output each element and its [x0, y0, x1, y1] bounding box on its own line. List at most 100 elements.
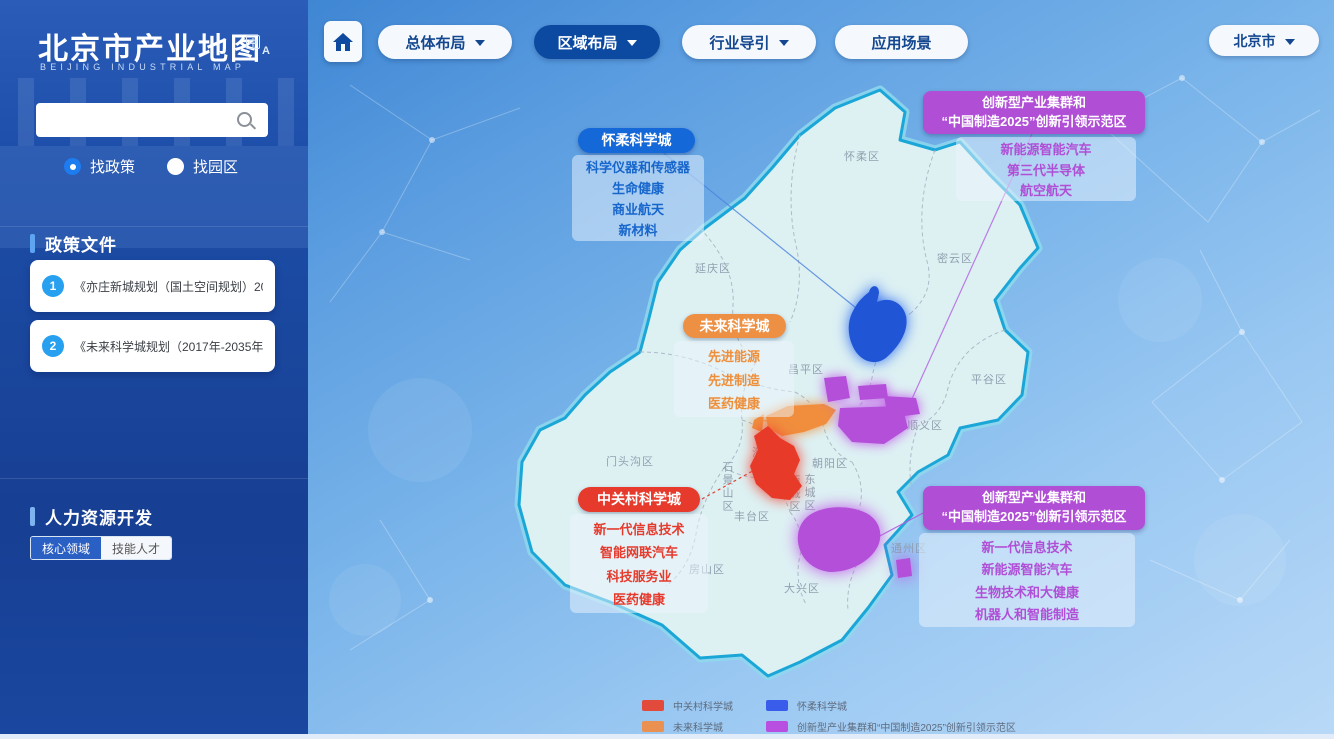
- legend-swatch-orange: [642, 721, 664, 732]
- nav-regional-layout[interactable]: 区域布局: [534, 25, 660, 59]
- callout-north-cluster-title[interactable]: 创新型产业集群和 “中国制造2025”创新引领示范区: [923, 91, 1145, 134]
- translate-icon[interactable]: 中 A: [246, 35, 270, 57]
- district-label: 门头沟区: [606, 456, 654, 468]
- callout-huairou-industries: 科学仪器和传感器 生命健康 商业航天 新材料: [572, 155, 704, 241]
- district-label: 昌平区: [788, 364, 824, 376]
- city-label: 北京市: [1233, 32, 1276, 49]
- nav-overall-layout[interactable]: 总体布局: [378, 25, 512, 59]
- industry-item[interactable]: 新能源智能汽车: [1000, 141, 1092, 157]
- tab-core-fields[interactable]: 核心领域: [31, 537, 102, 559]
- policy-item-2[interactable]: 2 《未来科学城规划（2017年-2035年...: [30, 320, 275, 372]
- hr-section-header: 人力资源开发: [30, 504, 153, 529]
- industry-item[interactable]: 新能源智能汽车: [981, 562, 1073, 578]
- industry-item[interactable]: 科学仪器和传感器: [585, 160, 690, 175]
- district-label: 延庆区: [695, 263, 731, 275]
- district-label: 石景山区: [721, 461, 733, 513]
- title-line: 创新型产业集群和: [981, 490, 1086, 506]
- title-line: “中国制造2025”创新引领示范区: [941, 509, 1127, 524]
- search-input[interactable]: [36, 103, 256, 137]
- industry-item[interactable]: 生物技术和大健康: [974, 584, 1079, 600]
- nav-application-scenarios[interactable]: 应用场景: [835, 25, 968, 59]
- map-area: 怀柔区 密云区 延庆区 昌平区 平谷区 顺义区 门头沟区 朝阳区 丰台区 房山区…: [308, 0, 1334, 739]
- section-bar: [30, 507, 35, 526]
- legend-swatch-blue: [766, 700, 788, 711]
- district-label: 通州区: [891, 543, 927, 555]
- home-icon: [333, 32, 353, 51]
- callout-north-cluster-industries: 新能源智能汽车 第三代半导体 航空航天: [956, 137, 1136, 201]
- app-subtitle: BEIJING INDUSTRIAL MAP: [40, 62, 246, 72]
- section-bar: [30, 234, 35, 253]
- district-label: 丰台区: [734, 511, 770, 523]
- radio-find-park[interactable]: 找园区: [167, 156, 238, 177]
- home-button[interactable]: [324, 21, 362, 62]
- industry-item[interactable]: 医药健康: [612, 592, 665, 608]
- policy-item-1[interactable]: 1 《亦庄新城规划（国土空间规划）20...: [30, 260, 275, 312]
- industry-item[interactable]: 先进制造: [707, 372, 760, 388]
- industry-item[interactable]: 商业航天: [611, 202, 664, 217]
- district-label: 密云区: [937, 253, 973, 265]
- district-label: 平谷区: [971, 374, 1007, 386]
- callout-future-industries: 先进能源 先进制造 医药健康: [674, 341, 794, 417]
- callout-south-cluster-industries: 新一代信息技术 新能源智能汽车 生物技术和大健康 机器人和智能制造: [919, 533, 1135, 627]
- title-line: “中国制造2025”创新引领示范区: [941, 113, 1127, 129]
- legend-item-future: 未来科学城: [642, 718, 766, 735]
- callout-zgc-title[interactable]: 中关村科学城: [578, 487, 700, 512]
- search-box: [36, 103, 268, 137]
- app-title: 北京市产业地图: [38, 33, 262, 66]
- district-label: 东城区: [803, 473, 815, 513]
- legend-label: 未来科学城: [673, 723, 723, 734]
- network-nodes: [379, 75, 1265, 603]
- search-mode-radios: 找政策 找园区: [64, 156, 238, 177]
- industry-item[interactable]: 生命健康: [611, 181, 664, 196]
- map-legend: 中关村科学城 未来科学城 怀柔科学城 创新型产业集群和“中国制造2025”创新引…: [642, 697, 1016, 735]
- district-label: 西城区: [788, 474, 800, 514]
- industry-item[interactable]: 航空航天: [1019, 183, 1072, 199]
- industry-item[interactable]: 先进能源: [707, 348, 760, 364]
- industry-item[interactable]: 第三代半导体: [1006, 162, 1085, 178]
- industry-item[interactable]: 机器人和智能制造: [974, 607, 1079, 623]
- nav-industry-guide[interactable]: 行业导引: [682, 25, 816, 59]
- search-icon[interactable]: [237, 112, 252, 127]
- legend-label: 创新型产业集群和“中国制造2025”创新引领示范区: [797, 723, 1016, 734]
- chevron-down-icon: [474, 40, 485, 46]
- chevron-down-icon: [626, 40, 637, 46]
- radio-find-policy[interactable]: 找政策: [64, 156, 135, 177]
- chevron-down-icon: [778, 40, 789, 46]
- legend-label: 中关村科学城: [673, 702, 733, 713]
- divider: [0, 226, 308, 227]
- industry-item[interactable]: 智能网联汽车: [599, 545, 678, 561]
- district-label: 怀柔区: [844, 151, 880, 163]
- policy-number-badge: 2: [42, 335, 64, 357]
- policy-number-badge: 1: [42, 275, 64, 297]
- policy-item-text: 《亦庄新城规划（国土空间规划）20...: [74, 279, 263, 294]
- industry-item[interactable]: 新一代信息技术: [981, 539, 1073, 555]
- tab-skilled-talent[interactable]: 技能人才: [101, 537, 172, 559]
- divider: [0, 478, 308, 479]
- nav-label: 应用场景: [871, 34, 932, 52]
- hr-tabs: 核心领域 技能人才: [30, 536, 173, 560]
- industry-item[interactable]: 新材料: [618, 223, 658, 238]
- legend-swatch-red: [642, 700, 664, 711]
- callout-huairou-title[interactable]: 怀柔科学城: [578, 128, 695, 153]
- district-label: 大兴区: [784, 583, 820, 595]
- district-label: 顺义区: [907, 420, 943, 432]
- legend-item-zgc: 中关村科学城: [642, 697, 766, 714]
- radio-selected-icon: [64, 158, 81, 175]
- radio-label: 找政策: [90, 159, 136, 176]
- callout-zgc-industries: 新一代信息技术 智能网联汽车 科技服务业 医药健康: [570, 514, 708, 613]
- city-selector[interactable]: 北京市: [1209, 25, 1319, 56]
- industry-item[interactable]: 科技服务业: [606, 568, 672, 584]
- industry-item[interactable]: 新一代信息技术: [593, 521, 685, 537]
- callout-future-title[interactable]: 未来科学城: [683, 314, 786, 338]
- district-label: 朝阳区: [812, 458, 848, 470]
- radio-unselected-icon: [167, 158, 185, 175]
- sidebar: 北京市产业地图 BEIJING INDUSTRIAL MAP 中 A 找政策 找…: [0, 0, 308, 739]
- nav-label: 区域布局: [557, 34, 618, 52]
- callout-south-cluster-title[interactable]: 创新型产业集群和 “中国制造2025”创新引领示范区: [923, 486, 1145, 530]
- horizontal-scrollbar[interactable]: [0, 734, 1334, 739]
- industry-item[interactable]: 医药健康: [707, 396, 760, 412]
- policy-item-text: 《未来科学城规划（2017年-2035年...: [74, 339, 263, 354]
- glow-circles: [329, 258, 1286, 636]
- policy-section-header: 政策文件: [30, 231, 117, 256]
